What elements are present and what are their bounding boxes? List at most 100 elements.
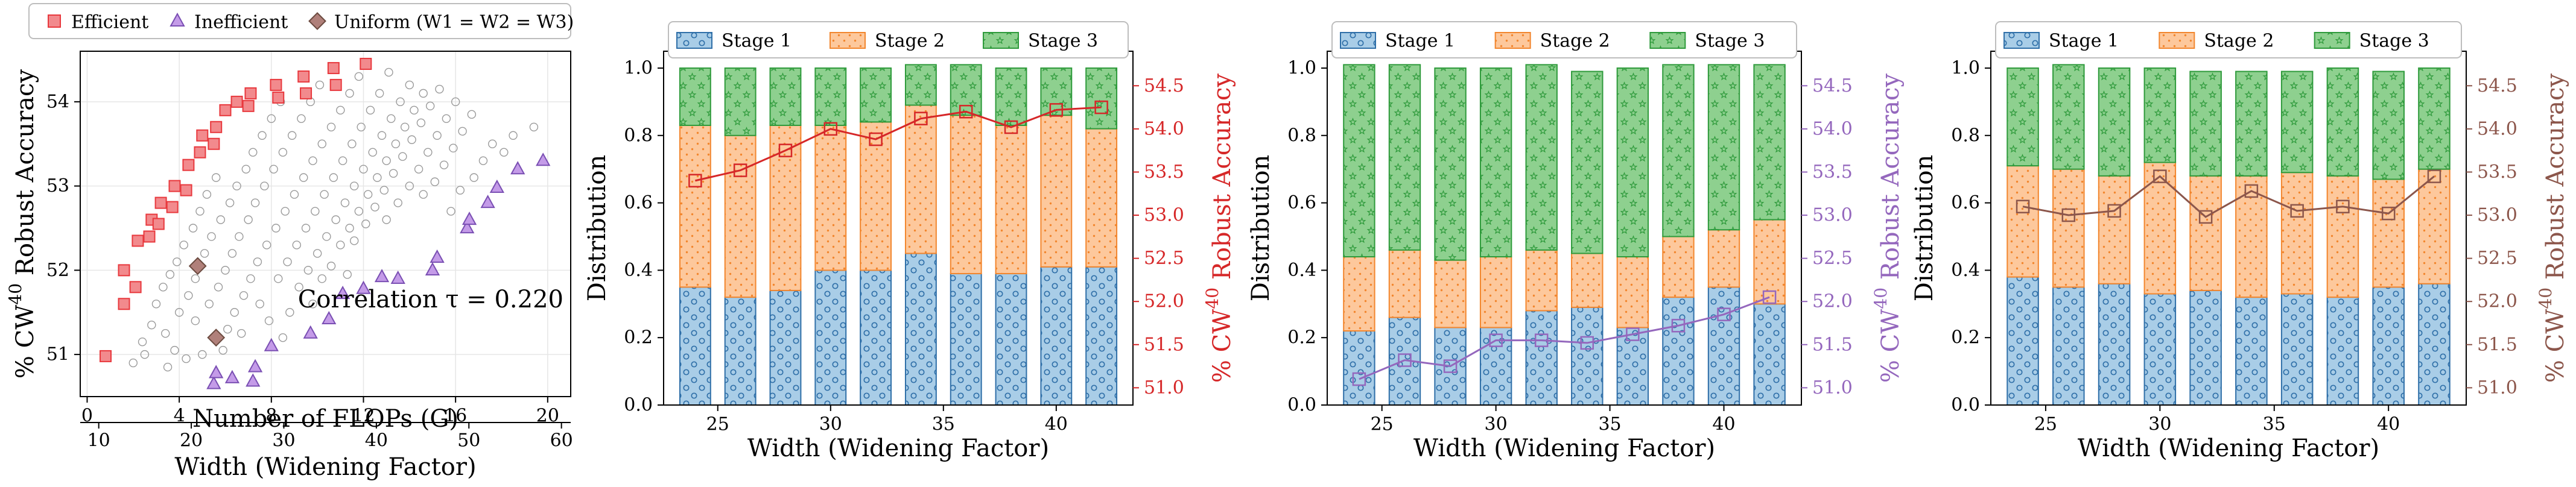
y2-tick-label: 54.0 [2477, 118, 2517, 139]
y-tick-label: 54 [46, 91, 69, 112]
bar-hatch-stage-2 [1434, 259, 1467, 328]
grey-point [138, 337, 147, 347]
y-axis-label: Distribution [1247, 155, 1275, 301]
x-tick-label: 25 [2034, 414, 2057, 435]
grey-point [455, 186, 465, 195]
y2-tick-label: 52.0 [1812, 291, 1853, 312]
y2-tick-label: 54.0 [1812, 118, 1853, 139]
x-axis-label: Number of FLOPs (G) [192, 405, 458, 433]
accuracy-point [2244, 184, 2259, 198]
bar-hatch-stage-1 [904, 253, 937, 406]
grey-point [338, 156, 347, 165]
legend: Efficient Inefficient Uniform (W1 = W2 = W… [28, 3, 574, 39]
grey-point [396, 97, 405, 107]
y-axis-label-text: % CW40 Robust Accuracy [5, 69, 39, 379]
y2-axis-label: % CW40 Robust Accuracy [1871, 74, 1905, 383]
y2-tick-label: 52.5 [2477, 248, 2517, 269]
grey-point [249, 148, 258, 157]
accuracy-point [869, 132, 883, 146]
bar-hatch-stage-3 [1479, 67, 1512, 258]
grey-point [170, 345, 179, 355]
grey-point [312, 249, 322, 258]
bar-hatch-stage-3 [950, 64, 982, 116]
grey-point [179, 240, 188, 250]
bar-hatch-stage-1 [2326, 297, 2359, 406]
grey-point [439, 160, 449, 169]
bar-hatch-stage-1 [860, 269, 892, 406]
legend-swatch-hatch-3 [983, 32, 1019, 49]
grey-point [488, 139, 497, 148]
inefficient-point [536, 152, 551, 166]
grey-point [235, 232, 244, 241]
grey-point [393, 198, 402, 207]
grey-point [239, 291, 249, 300]
grey-point [509, 131, 518, 140]
x-tick-label: 30 [1485, 414, 1508, 435]
grey-point [424, 148, 433, 157]
x-axis-label: Width (Widening Factor) [1413, 435, 1715, 462]
accuracy-point [1580, 336, 1594, 350]
inefficient-point [246, 373, 261, 387]
accuracy-point [1534, 333, 1549, 347]
secondary-x-tick-label: 30 [272, 430, 295, 451]
grey-point [384, 68, 393, 77]
legend-label-2: Stage 2 [1540, 31, 1610, 52]
legend: Stage 1 Stage 2 Stage 3 [1331, 21, 1797, 58]
grey-point [363, 190, 373, 199]
efficient-point [208, 137, 220, 150]
inefficient-point [460, 220, 475, 234]
grey-point [255, 300, 264, 309]
legend: Stage 1 Stage 2 Stage 3 [668, 21, 1129, 58]
legend-label-1: Stage 1 [1385, 31, 1455, 52]
legend: Stage 1 Stage 2 Stage 3 [1995, 21, 2462, 58]
accuracy-point [2016, 200, 2030, 213]
y2-axis-label: % CW40 Robust Accuracy [2536, 74, 2569, 383]
grey-point [290, 190, 299, 199]
grey-point [382, 215, 391, 224]
grey-point [350, 181, 359, 190]
grey-point [308, 300, 317, 309]
y-tick-label: 1.0 [624, 57, 653, 78]
legend-swatch-hatch-2 [2159, 32, 2195, 49]
bar-hatch-stage-3 [1616, 67, 1649, 258]
y-tick-label: 53 [46, 175, 69, 196]
grey-point [425, 101, 435, 111]
grey-point [419, 190, 428, 199]
bar-hatch-stage-2 [904, 104, 937, 254]
legend-swatch-hatch-1 [676, 32, 712, 49]
grey-point [267, 114, 276, 124]
y2-tick-label: 52.0 [1144, 291, 1184, 312]
grey-point [128, 358, 138, 368]
grey-point [191, 316, 200, 325]
bar-hatch-stage-3 [2418, 67, 2451, 170]
y-tick-label: 0.0 [1951, 395, 1980, 416]
bar-hatch-stage-1 [2052, 286, 2085, 406]
grey-point [301, 224, 311, 233]
y-tick-label: 1.0 [1951, 57, 1980, 78]
y2-tick-label: 51.0 [1812, 377, 1853, 398]
efficient-point [129, 281, 142, 294]
grey-point [366, 105, 375, 115]
grey-point [446, 207, 455, 216]
bar-hatch-stage-1 [1525, 310, 1558, 406]
accuracy-point [2198, 210, 2213, 224]
grey-point [387, 114, 396, 124]
grey-point [347, 139, 357, 148]
y-axis-label: % CW40 Robust Accuracy [5, 69, 39, 379]
grey-point [410, 105, 419, 115]
grey-point [218, 345, 227, 355]
grey-point [216, 215, 226, 224]
inefficient-point [224, 369, 240, 383]
grey-point [373, 173, 382, 182]
grey-point [322, 232, 331, 241]
efficient-point [270, 78, 282, 91]
legend-swatch-hatch-3 [1649, 32, 1686, 49]
grey-point [398, 152, 407, 161]
efficient-point [166, 201, 179, 213]
inefficient-point [374, 269, 390, 283]
grey-point [283, 257, 292, 266]
grey-point [368, 148, 377, 157]
grey-point [389, 169, 398, 178]
grey-point [331, 215, 340, 224]
accuracy-point [1443, 359, 1458, 373]
